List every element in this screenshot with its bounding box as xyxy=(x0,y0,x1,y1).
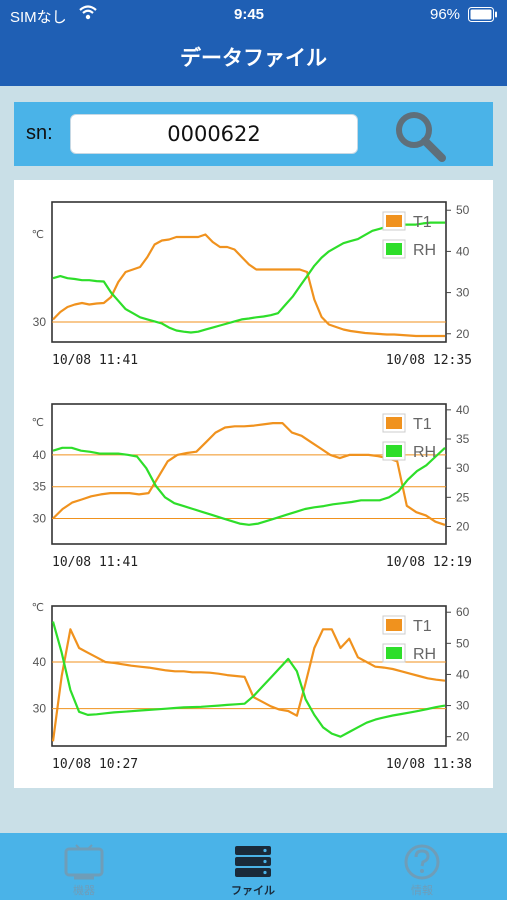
right-tick-label: 20 xyxy=(456,327,470,341)
left-tick-label: 30 xyxy=(33,315,47,329)
tab-info[interactable]: 情報 xyxy=(362,833,482,900)
clock: 9:45 xyxy=(234,6,265,23)
series-line-t1 xyxy=(52,421,446,526)
right-tick-label: 50 xyxy=(456,636,470,650)
x-start-label: 10/08 10:27 xyxy=(52,757,138,772)
legend-label-rh: RH xyxy=(413,242,436,259)
legend-swatch-t1 xyxy=(386,619,402,631)
series-line-t1 xyxy=(52,233,445,338)
right-tick-label: 25 xyxy=(456,490,470,504)
plot-frame xyxy=(51,403,447,545)
right-tick-label: 60 xyxy=(456,605,470,619)
serial-number-input[interactable]: 0000622 xyxy=(70,114,358,154)
right-tick-label: 20 xyxy=(456,730,470,744)
help-icon xyxy=(404,844,440,880)
wifi-icon xyxy=(78,4,98,24)
legend-label-t1: T1 xyxy=(413,618,432,635)
legend-label-t1: T1 xyxy=(413,416,432,433)
tab-file-label: ファイル xyxy=(231,884,275,897)
series-line-rh xyxy=(51,621,446,738)
tab-device[interactable]: 機器 xyxy=(24,833,144,900)
x-end-label: 10/08 12:19 xyxy=(386,555,472,570)
battery-icon xyxy=(468,7,498,26)
series-line-rh xyxy=(52,221,445,334)
right-tick-label: 35 xyxy=(456,432,470,446)
left-tick-label: 35 xyxy=(33,480,47,494)
server-icon xyxy=(235,846,271,877)
legend-label-rh: RH xyxy=(413,444,436,461)
page-title: データファイル xyxy=(0,30,507,86)
legend-swatch-rh xyxy=(386,647,402,659)
right-tick-label: 40 xyxy=(456,244,470,258)
x-start-label: 10/08 11:41 xyxy=(52,555,138,570)
right-tick-label: 20 xyxy=(456,520,470,534)
legend-label-rh: RH xyxy=(413,646,436,663)
search-icon[interactable] xyxy=(392,108,450,166)
battery-percent: 96% xyxy=(430,6,461,23)
chart-card: 30 ℃ 20 30 40 50 T1 RH 10/08 11:41 10/08 12:35 30… xyxy=(14,180,493,788)
sn-label: sn: xyxy=(26,122,53,144)
x-end-label: 10/08 11:38 xyxy=(386,757,472,772)
tab-info-label: 情報 xyxy=(411,884,433,897)
left-tick-label: 40 xyxy=(33,655,47,669)
plot-frame xyxy=(51,605,447,747)
right-tick-label: 30 xyxy=(456,286,470,300)
tab-file[interactable]: ファイル xyxy=(193,833,313,900)
x-start-label: 10/08 11:41 xyxy=(52,353,138,368)
left-tick-label: 30 xyxy=(33,512,47,526)
chart-2: 30 35 40 ℃ 20 25 30 35 40 T1 RH 10/08 11:41 10/08 12… xyxy=(32,403,472,570)
legend-swatch-t1 xyxy=(386,215,402,227)
chart-3: 30 40 ℃ 20 30 40 50 60 T1 RH 10/08 10:27 10/08 11:3… xyxy=(32,601,472,772)
right-tick-label: 50 xyxy=(456,203,470,217)
right-tick-label: 30 xyxy=(456,699,470,713)
device-icon xyxy=(64,844,104,880)
search-bar: sn: 0000622 xyxy=(14,102,493,166)
legend-swatch-t1 xyxy=(386,417,402,429)
legend-swatch-rh xyxy=(386,445,402,457)
left-axis-unit: ℃ xyxy=(32,601,44,614)
series-line-rh xyxy=(52,446,446,526)
left-tick-label: 40 xyxy=(33,448,47,462)
legend-swatch-rh xyxy=(386,243,402,255)
right-tick-label: 40 xyxy=(456,403,470,417)
status-bar: SIMなし 9:45 96% xyxy=(0,0,507,30)
left-axis-unit: ℃ xyxy=(32,228,44,241)
chart-1: 30 ℃ 20 30 40 50 T1 RH 10/08 11:41 10/08 12:35 xyxy=(32,201,472,368)
x-end-label: 10/08 12:35 xyxy=(386,353,472,368)
tab-bar: 機器 ファイル 情報 xyxy=(0,833,507,900)
legend-label-t1: T1 xyxy=(413,214,432,231)
series-line-t1 xyxy=(51,628,446,742)
left-tick-label: 30 xyxy=(33,702,47,716)
right-tick-label: 40 xyxy=(456,667,470,681)
tab-device-label: 機器 xyxy=(73,884,95,897)
carrier-label: SIMなし xyxy=(10,9,67,26)
left-axis-unit: ℃ xyxy=(32,416,44,429)
right-tick-label: 30 xyxy=(456,461,470,475)
